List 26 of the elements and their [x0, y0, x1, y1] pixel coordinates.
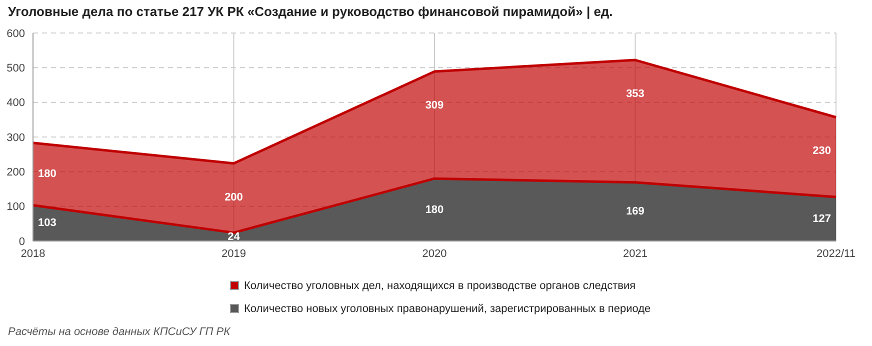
data-label: 24	[228, 230, 241, 243]
data-label: 180	[38, 168, 56, 180]
y-tick-label: 0	[18, 236, 25, 248]
y-tick-label: 300	[6, 132, 25, 144]
data-label: 200	[224, 191, 243, 204]
data-label: 127	[812, 212, 831, 225]
y-tick-label: 500	[6, 62, 25, 75]
y-tick-label: 600	[6, 28, 25, 40]
data-label: 169	[626, 206, 644, 218]
x-tick-label: 2018	[20, 248, 46, 260]
y-tick-label: 100	[6, 201, 25, 214]
legend-label: Количество уголовных дел, находящихся в производстве органов следствия	[244, 280, 636, 292]
y-tick-label: 400	[6, 97, 25, 110]
x-tick-label: 2022/11	[816, 248, 856, 260]
data-label: 180	[425, 204, 444, 216]
text: Расчёты на основе данных КПСиСУ ГП РК	[8, 326, 230, 338]
x-tick-label: 2019	[222, 248, 246, 260]
legend-label: Количество новых уголовных правонарушений, зарегистрированных в периоде	[244, 302, 651, 314]
x-tick-label: 2020	[422, 248, 447, 260]
data-label: 103	[38, 217, 56, 230]
data-label: 309	[425, 99, 444, 112]
x-tick-label: 2021	[623, 248, 648, 260]
chart-title: Уголовные дела по статье 217 УК РК «Создание и руководство финансовой пирамидой» | ед.	[8, 4, 613, 19]
data-label: 353	[626, 88, 644, 100]
y-tick-label: 200	[6, 166, 25, 179]
data-label: 230	[812, 145, 831, 158]
